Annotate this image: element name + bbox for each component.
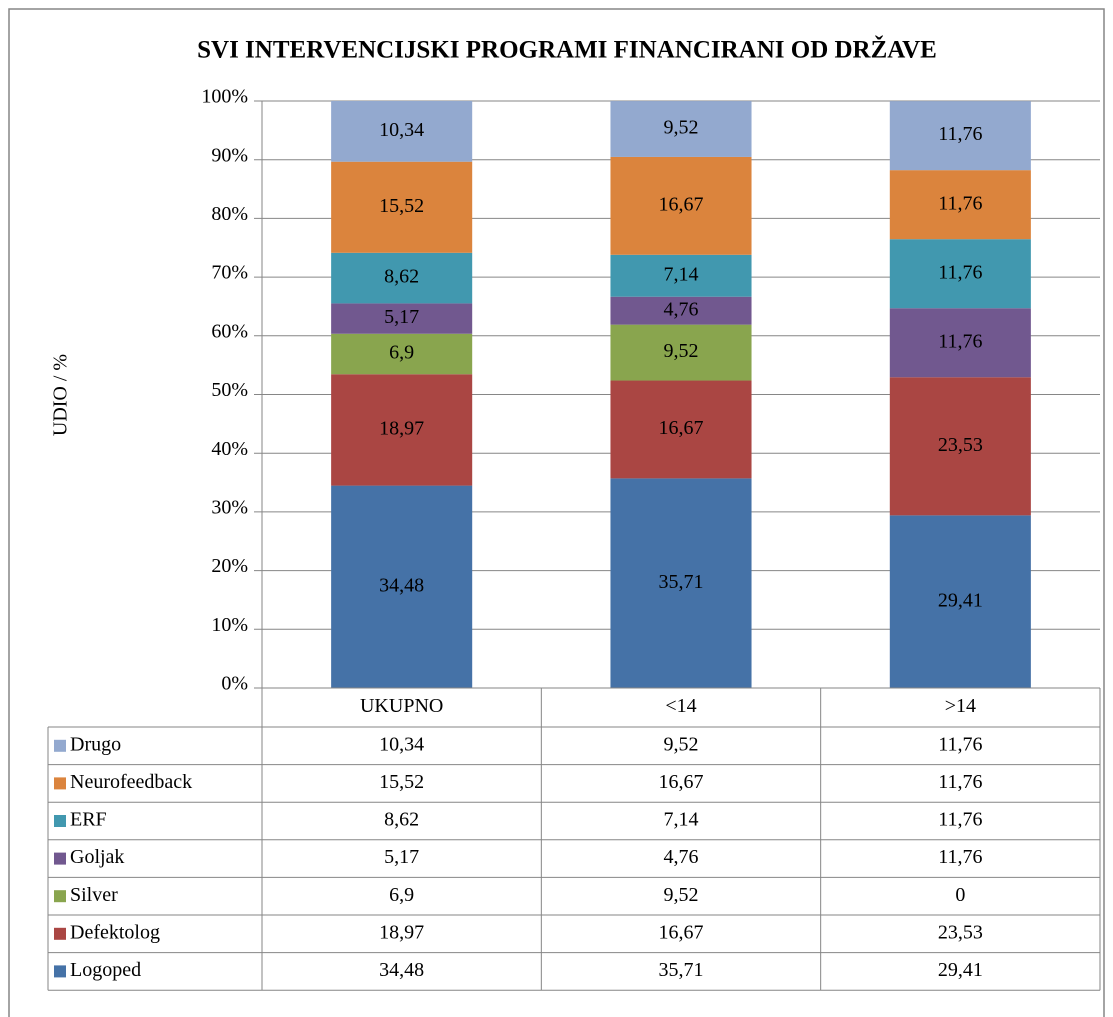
bar-value-label: 23,53: [938, 434, 983, 456]
y-tick-label: 80%: [211, 203, 248, 225]
bar-segment: [331, 374, 473, 486]
bar-value-label: 5,17: [384, 306, 419, 328]
y-tick-label: 90%: [211, 144, 248, 166]
y-tick-label: 20%: [211, 555, 248, 577]
bar-segment: [889, 239, 1031, 309]
bar-segment: [331, 252, 473, 304]
legend-label: Silver: [70, 884, 118, 906]
table-cell: 11,76: [938, 809, 982, 831]
bar-segment: [889, 308, 1031, 378]
legend-key: [54, 965, 66, 978]
legend-key: [54, 815, 66, 827]
chart-title: SVI INTERVENCIJSKI PROGRAMI FINANCIRANI …: [197, 36, 937, 64]
table-cell: 4,76: [664, 846, 699, 868]
bar-segment: [331, 161, 473, 253]
bar-value-label: 16,67: [659, 417, 704, 439]
bar-value-label: 11,76: [938, 123, 982, 145]
x-tick-label: UKUPNO: [360, 695, 443, 717]
bar-value-label: 11,76: [938, 192, 982, 214]
bar-value-label: 29,41: [938, 589, 983, 611]
legend-key: [54, 777, 66, 790]
table-cell: 9,52: [664, 884, 699, 906]
y-tick-label: 0%: [221, 673, 248, 695]
legend-label: Drugo: [70, 733, 121, 755]
table-cell: 5,17: [384, 846, 419, 868]
bar-segment: [331, 485, 473, 688]
bar-segment: [610, 380, 752, 479]
legend-label: Logoped: [70, 959, 141, 981]
y-tick-label: 50%: [211, 379, 248, 401]
bar-value-label: 11,76: [938, 261, 982, 283]
bar-segment: [331, 333, 473, 375]
y-tick-label: 10%: [211, 614, 248, 636]
bar-segment: [889, 515, 1031, 688]
table-cell: 16,67: [659, 771, 704, 793]
bar-value-label: 35,71: [659, 571, 704, 593]
table-cell: 23,53: [938, 921, 983, 943]
table-cell: 7,14: [664, 809, 699, 831]
legend-key: [54, 852, 66, 865]
chart-frame: [8, 8, 1105, 1017]
bar-segment: [889, 170, 1031, 240]
bar-value-label: 16,67: [659, 193, 704, 215]
bar-segment: [889, 377, 1031, 516]
bar-segment: [889, 101, 1031, 171]
y-tick-label: 40%: [211, 438, 248, 460]
legend-key: [54, 927, 66, 940]
bar-value-label: 9,52: [664, 117, 699, 139]
x-tick-label: <14: [665, 695, 696, 717]
table-cell: 10,34: [379, 733, 424, 755]
legend-label: ERF: [70, 809, 107, 831]
bar-segment: [610, 254, 752, 297]
table-cell: 16,67: [659, 921, 704, 943]
y-tick-label: 100%: [201, 86, 248, 108]
bar-segment: [610, 101, 752, 157]
bar-segment: [610, 478, 752, 688]
table-cell: 35,71: [659, 959, 704, 981]
x-tick-label: >14: [945, 695, 976, 717]
table-cell: 0: [955, 884, 965, 906]
table-cell: 34,48: [379, 959, 424, 981]
legend-label: Goljak: [70, 846, 124, 868]
bar-value-label: 10,34: [379, 119, 424, 141]
bar-value-label: 34,48: [379, 574, 424, 596]
bar-value-label: 8,62: [384, 266, 419, 288]
bar-value-label: 9,52: [664, 340, 699, 362]
legend-label: Defektolog: [70, 921, 160, 943]
y-axis-label: UDIO / %: [50, 354, 72, 436]
bar-segment: [331, 101, 473, 162]
table-cell: 11,76: [938, 846, 982, 868]
table-cell: 6,9: [389, 884, 414, 906]
bar-value-label: 6,9: [389, 342, 414, 364]
bar-value-label: 4,76: [664, 298, 699, 320]
bar-segment: [610, 156, 752, 255]
y-tick-label: 30%: [211, 496, 248, 518]
bar-segment: [610, 296, 752, 325]
legend-key: [54, 890, 66, 903]
table-cell: 29,41: [938, 959, 983, 981]
bar-value-label: 15,52: [379, 195, 424, 217]
bar-segment: [331, 303, 473, 334]
bar-value-label: 11,76: [938, 330, 982, 352]
table-cell: 18,97: [379, 921, 424, 943]
table-cell: 9,52: [664, 733, 699, 755]
legend-label: Neurofeedback: [70, 771, 192, 793]
table-cell: 15,52: [379, 771, 424, 793]
bar-value-label: 7,14: [664, 263, 699, 285]
table-cell: 8,62: [384, 809, 419, 831]
table-cell: 11,76: [938, 733, 982, 755]
y-tick-label: 60%: [211, 320, 248, 342]
table-cell: 11,76: [938, 771, 982, 793]
bar-value-label: 18,97: [379, 418, 424, 440]
legend-key: [54, 739, 66, 752]
bar-segment: [610, 324, 752, 381]
y-tick-label: 70%: [211, 262, 248, 284]
